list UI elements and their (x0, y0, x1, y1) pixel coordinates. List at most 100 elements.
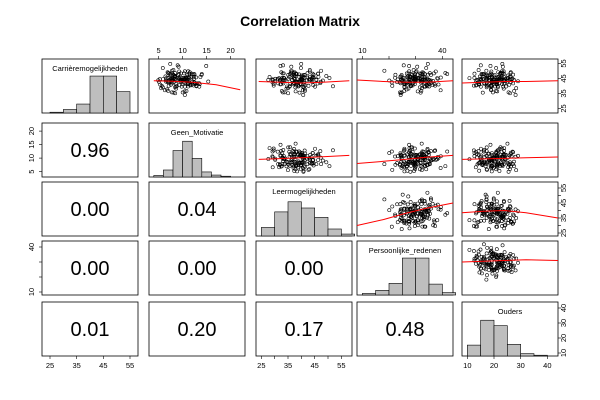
scatter-point (327, 76, 332, 80)
scatter-point (276, 162, 281, 166)
scatter-point (170, 68, 174, 73)
scatter-point (476, 149, 481, 153)
scatter-point (296, 80, 301, 85)
scatter-point (300, 77, 304, 81)
scatter-point (170, 77, 175, 81)
scatter-point (427, 216, 432, 221)
histogram-bar (314, 217, 329, 237)
scatter-point (485, 208, 490, 213)
scatter-point (409, 84, 413, 89)
scatter-point (502, 146, 507, 151)
histogram-bar (480, 319, 495, 357)
scatter-point (182, 93, 187, 97)
scatter-point (185, 82, 190, 87)
scatter-point (423, 201, 427, 206)
scatter-point (286, 160, 291, 165)
scatter-point (494, 151, 499, 155)
panel-5-1 (41, 301, 139, 357)
scatter-point (387, 151, 392, 155)
scatter-point (497, 169, 502, 173)
scatter-point (502, 162, 506, 167)
scatter-point (493, 216, 498, 221)
scatter-point (299, 61, 304, 66)
panel-3-4 (356, 181, 454, 237)
scatter-point (419, 89, 424, 93)
scatter-point (484, 197, 489, 202)
loess-line (356, 154, 454, 164)
scatter-point (289, 158, 294, 163)
scatter-point (308, 152, 313, 157)
scatter-point (278, 64, 283, 68)
tick-label: 25 (559, 104, 568, 112)
scatter-point (501, 215, 506, 220)
scatter-point (489, 201, 494, 206)
scatter-point (307, 167, 312, 172)
scatter-point (427, 202, 432, 207)
scatter-point (280, 77, 285, 82)
histogram-bar (191, 158, 203, 178)
scatter-point (489, 164, 493, 169)
scatter-point (286, 76, 291, 81)
scatter-point (502, 263, 507, 268)
scatter-point (407, 69, 412, 74)
scatter-point (402, 200, 407, 205)
scatter-point (484, 72, 489, 77)
scatter-point (416, 218, 421, 223)
tick-label: 55 (126, 361, 134, 370)
scatter-point (474, 151, 479, 156)
scatter-point (166, 83, 171, 88)
scatter-point (484, 200, 489, 204)
scatter-point (478, 76, 483, 81)
histogram-bar (49, 111, 64, 114)
scatter-point (292, 155, 296, 159)
scatter-point (467, 76, 472, 80)
scatter-point (288, 69, 293, 74)
histogram-bar (261, 227, 275, 237)
tick-label: 20 (490, 361, 498, 370)
scatter-point (172, 77, 177, 81)
scatter-point (485, 273, 489, 278)
scatter-point (412, 224, 417, 228)
scatter-point (420, 153, 424, 158)
scatter-point (494, 208, 499, 213)
loess-line (356, 79, 454, 83)
scatter-point (482, 218, 487, 223)
scatter-point (404, 87, 409, 92)
scatter-point (286, 72, 291, 77)
scatter-point (495, 165, 499, 170)
scatter-point (500, 64, 505, 69)
scatter-point (516, 260, 520, 265)
scatter-point (412, 153, 417, 158)
scatter-point (492, 73, 497, 77)
scatter-point (495, 199, 499, 204)
scatter-point (478, 63, 483, 68)
scatter-point (489, 250, 494, 255)
scatter-point (267, 75, 272, 79)
scatter-point (474, 253, 479, 258)
scatter-point (438, 166, 443, 170)
scatter-point (311, 158, 316, 162)
scatter-point (498, 71, 503, 75)
scatter-point (491, 197, 496, 202)
loess-line (356, 202, 454, 226)
scatter-point (479, 208, 483, 213)
scatter-point (327, 164, 332, 169)
loess-line (258, 154, 350, 160)
scatter-point (306, 83, 311, 88)
scatter-point (412, 79, 417, 84)
histogram-bar (533, 354, 548, 357)
scatter-point (495, 268, 500, 273)
scatter-point (500, 224, 504, 228)
scatter-point (192, 76, 196, 81)
scatter-point (485, 74, 490, 79)
panel-4-3 (255, 240, 353, 296)
scatter-point (301, 93, 306, 97)
scatter-point (419, 197, 424, 202)
scatter-point (412, 77, 417, 81)
scatter-point (494, 82, 499, 87)
scatter-point (412, 160, 417, 165)
scatter-point (425, 215, 430, 220)
scatter-point (187, 74, 192, 79)
scatter-point (402, 220, 407, 225)
scatter-point (408, 214, 413, 219)
